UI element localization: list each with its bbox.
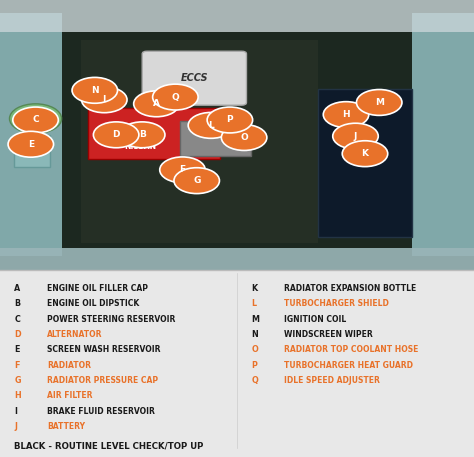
Text: WINDSCREEN WIPER: WINDSCREEN WIPER <box>284 330 373 339</box>
Circle shape <box>160 157 205 183</box>
Text: E: E <box>14 345 19 354</box>
Bar <box>81 41 318 243</box>
Bar <box>0 248 474 270</box>
Circle shape <box>153 84 198 110</box>
Bar <box>318 89 412 237</box>
Text: ENGINE OIL FILLER CAP: ENGINE OIL FILLER CAP <box>47 284 148 293</box>
Bar <box>14 135 50 167</box>
Text: E: E <box>28 140 34 149</box>
Text: F: F <box>14 361 19 370</box>
Text: RADIATOR EXPANSION BOTTLE: RADIATOR EXPANSION BOTTLE <box>284 284 417 293</box>
Bar <box>412 13 474 256</box>
Circle shape <box>342 141 388 167</box>
Bar <box>180 121 251 156</box>
Circle shape <box>13 107 58 133</box>
Circle shape <box>82 87 127 113</box>
Text: Q: Q <box>251 376 258 385</box>
Circle shape <box>188 112 234 138</box>
Circle shape <box>9 104 62 133</box>
Bar <box>0 13 62 256</box>
Text: TURBOCHARGER SHIELD: TURBOCHARGER SHIELD <box>284 299 389 308</box>
Text: L: L <box>251 299 256 308</box>
Text: BLACK - ROUTINE LEVEL CHECK/TOP UP: BLACK - ROUTINE LEVEL CHECK/TOP UP <box>14 441 204 450</box>
Text: O: O <box>251 345 258 354</box>
Circle shape <box>174 168 219 194</box>
Circle shape <box>93 122 139 148</box>
Text: RADIATOR TOP COOLANT HOSE: RADIATOR TOP COOLANT HOSE <box>284 345 419 354</box>
Text: C: C <box>14 314 20 324</box>
Text: K: K <box>251 284 257 293</box>
Text: A: A <box>153 99 160 108</box>
Text: P: P <box>251 361 257 370</box>
Circle shape <box>134 91 179 117</box>
Bar <box>0 0 474 32</box>
Text: B: B <box>139 130 146 139</box>
Circle shape <box>119 122 165 148</box>
Text: IGNITION COIL: IGNITION COIL <box>284 314 346 324</box>
Text: ENGINE OIL DIPSTICK: ENGINE OIL DIPSTICK <box>47 299 140 308</box>
Text: I: I <box>14 407 17 416</box>
Text: M: M <box>251 314 259 324</box>
Text: N: N <box>91 86 99 95</box>
Circle shape <box>8 131 54 157</box>
Circle shape <box>221 125 267 150</box>
Text: IDLE SPEED ADJUSTER: IDLE SPEED ADJUSTER <box>284 376 380 385</box>
Text: BRAKE FLUID RESERVOIR: BRAKE FLUID RESERVOIR <box>47 407 155 416</box>
Text: A: A <box>14 284 20 293</box>
Text: POWER STEERING RESERVOIR: POWER STEERING RESERVOIR <box>47 314 176 324</box>
Text: K: K <box>362 149 368 158</box>
Text: H: H <box>342 110 350 119</box>
Text: G: G <box>14 376 21 385</box>
Text: N: N <box>251 330 258 339</box>
Text: J: J <box>354 132 357 141</box>
Circle shape <box>323 101 369 128</box>
Text: ECCS: ECCS <box>181 73 208 83</box>
Text: P: P <box>227 116 233 124</box>
Text: J: J <box>14 422 17 431</box>
Text: G: G <box>193 176 201 185</box>
Text: ALTERNATOR: ALTERNATOR <box>47 330 103 339</box>
Text: O: O <box>240 133 248 142</box>
Text: H: H <box>14 391 21 400</box>
Bar <box>62 32 412 248</box>
Text: AIR FILTER: AIR FILTER <box>47 391 93 400</box>
Text: TURBOCHARGER HEAT GUARD: TURBOCHARGER HEAT GUARD <box>284 361 413 370</box>
Text: L: L <box>208 121 214 130</box>
Circle shape <box>72 77 118 103</box>
Text: TURBO: TURBO <box>122 128 157 137</box>
Text: SCREEN WASH RESERVOIR: SCREEN WASH RESERVOIR <box>47 345 161 354</box>
Text: B: B <box>14 299 20 308</box>
Text: D: D <box>112 130 120 139</box>
Text: D: D <box>14 330 21 339</box>
Circle shape <box>207 107 253 133</box>
Text: RADIATOR: RADIATOR <box>47 361 91 370</box>
Text: RADIATOR PRESSURE CAP: RADIATOR PRESSURE CAP <box>47 376 158 385</box>
FancyBboxPatch shape <box>142 51 246 105</box>
Text: NISSAN: NISSAN <box>124 143 156 151</box>
Bar <box>88 108 220 159</box>
Text: M: M <box>375 98 383 107</box>
Circle shape <box>333 123 378 149</box>
Text: I: I <box>102 95 106 104</box>
Text: Q: Q <box>172 93 179 101</box>
Text: BATTERY: BATTERY <box>47 422 85 431</box>
Circle shape <box>356 90 402 116</box>
Text: C: C <box>32 116 39 124</box>
Text: F: F <box>180 165 185 175</box>
